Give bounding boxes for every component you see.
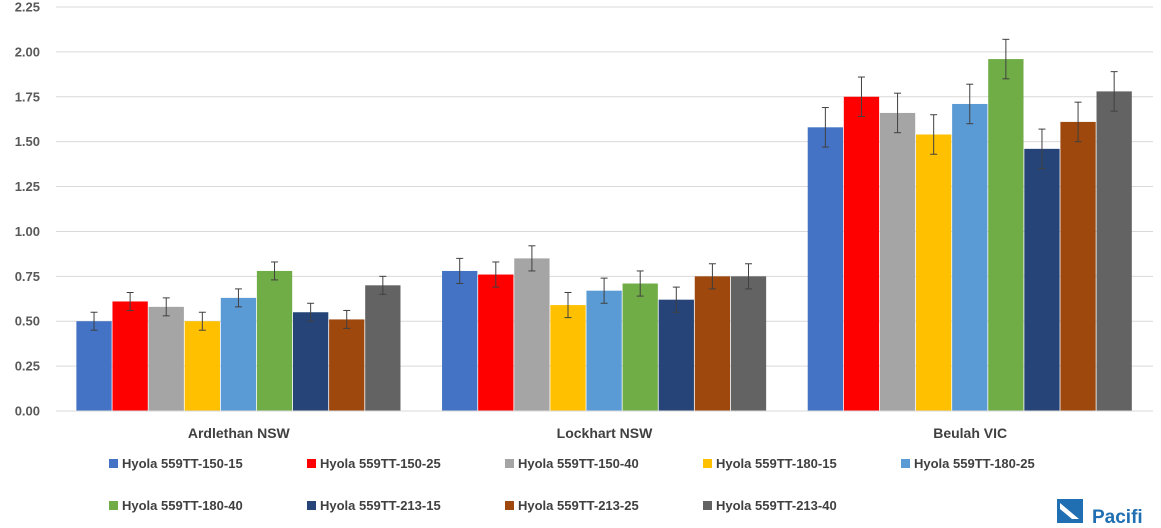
bar — [442, 270, 478, 411]
bar — [365, 285, 401, 411]
bar — [586, 290, 622, 411]
legend-swatch — [505, 501, 514, 510]
y-tick-label: 2.25 — [15, 0, 40, 15]
bar — [694, 276, 731, 411]
y-tick-label: 1.00 — [15, 224, 40, 239]
legend-swatch — [109, 459, 118, 468]
bar — [658, 299, 694, 411]
bar — [112, 301, 148, 411]
legend-label: Hyola 559TT-180-25 — [914, 456, 1035, 471]
bars — [76, 59, 1132, 412]
legend-label: Hyola 559TT-213-25 — [518, 498, 639, 513]
legend-label: Hyola 559TT-180-40 — [122, 498, 243, 513]
logo-mark-icon — [1057, 499, 1083, 523]
y-tick-label: 0.25 — [15, 359, 40, 374]
legend-swatch — [307, 459, 316, 468]
bar — [550, 305, 586, 411]
logo-text: Pacifi — [1092, 507, 1143, 523]
error-bars — [90, 38, 1118, 331]
bar — [478, 274, 514, 411]
legend-label: Hyola 559TT-213-15 — [320, 498, 441, 513]
y-axis-tick-labels: 0.00 0.25 0.50 0.75 1.00 1.25 1.50 1.75 2.00 2.25 — [15, 0, 40, 419]
legend-swatch — [505, 459, 514, 468]
legend-label: Hyola 559TT-150-25 — [320, 456, 441, 471]
legend-swatch — [307, 501, 316, 510]
y-tick-label: 0.00 — [15, 404, 40, 419]
bar — [292, 312, 329, 411]
bar — [1060, 121, 1096, 411]
bar — [952, 103, 988, 412]
bar — [622, 283, 658, 411]
bar — [220, 297, 257, 411]
bar — [148, 306, 184, 411]
category-label: Ardlethan NSW — [188, 425, 291, 441]
bar — [843, 96, 880, 412]
brand-logo: Pacifi — [1057, 499, 1143, 528]
legend-swatch — [703, 459, 712, 468]
bar — [329, 319, 365, 411]
legend-label: Hyola 559TT-180-15 — [716, 456, 837, 471]
bar — [514, 258, 550, 411]
bar — [916, 134, 952, 412]
y-tick-label: 1.75 — [15, 89, 40, 104]
y-tick-label: 2.00 — [15, 44, 40, 59]
bar — [1096, 91, 1132, 411]
category-label: Lockhart NSW — [557, 425, 653, 441]
bar — [988, 59, 1024, 412]
y-tick-label: 1.25 — [15, 179, 40, 194]
legend-swatch — [703, 501, 712, 510]
legend: Hyola 559TT-150-15 Hyola 559TT-150-25 Hyol… — [109, 456, 1035, 513]
logo-mark-stripe-icon — [1060, 503, 1079, 519]
bar — [807, 127, 844, 412]
legend-swatch — [901, 459, 910, 468]
legend-swatch — [109, 501, 118, 510]
y-tick-label: 0.75 — [15, 269, 40, 284]
y-tick-label: 0.50 — [15, 314, 40, 329]
bar — [256, 270, 293, 411]
legend-label: Hyola 559TT-213-40 — [716, 498, 837, 513]
legend-label: Hyola 559TT-150-40 — [518, 456, 639, 471]
bar — [184, 321, 220, 411]
y-tick-label: 1.50 — [15, 134, 40, 149]
bar — [730, 276, 767, 411]
legend-label: Hyola 559TT-150-15 — [122, 456, 243, 471]
bar — [879, 112, 916, 411]
category-label: Beulah VIC — [933, 425, 1007, 441]
bar — [76, 321, 112, 411]
category-labels: Ardlethan NSW Lockhart NSW Beulah VIC — [188, 425, 1007, 441]
bar — [1024, 148, 1060, 412]
